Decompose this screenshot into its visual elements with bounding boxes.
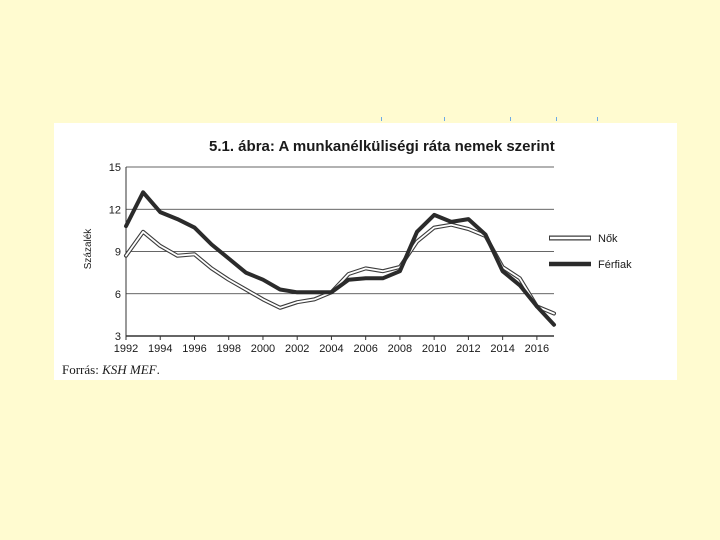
x-tick-label: 2010 [422, 343, 446, 355]
legend-label: Férfiak [598, 259, 632, 271]
legend: Nők Férfiak [549, 233, 632, 271]
y-axis-label: Százalék [83, 228, 94, 270]
source-prefix: Forrás: [62, 362, 99, 377]
x-tick-label: 2002 [285, 343, 309, 355]
y-tick-label: 6 [115, 289, 121, 301]
x-tick-label: 2008 [388, 343, 412, 355]
x-tick-label: 2014 [490, 343, 514, 355]
x-tick-label: 1992 [114, 343, 138, 355]
decor-tick [381, 117, 382, 121]
grid-layer [126, 166, 554, 337]
x-tick-label: 2006 [353, 343, 377, 355]
legend-label: Nők [598, 233, 618, 245]
x-tick-label: 2012 [456, 343, 480, 355]
axis-layer: 3 6 9 12 15 1992 1994 1996 1998 2000 2002 2004 2006 2… [109, 162, 549, 355]
unemployment-chart: 5.1. ábra: A munkanélküliségi ráta nemek… [83, 138, 632, 355]
source-note: Forrás: KSH MEF. [62, 362, 160, 378]
decor-tick [556, 117, 557, 121]
y-tick-label: 3 [115, 331, 121, 343]
x-tick-label: 1998 [216, 343, 240, 355]
x-tick-label: 1994 [148, 343, 172, 355]
decor-tick [597, 117, 598, 121]
x-tick-label: 2004 [319, 343, 343, 355]
x-tick-label: 2000 [251, 343, 275, 355]
y-tick-label: 9 [115, 247, 121, 259]
y-tick-label: 15 [109, 162, 121, 174]
x-tick-label: 2016 [525, 343, 549, 355]
decor-tick [444, 117, 445, 121]
decor-tick [510, 117, 511, 121]
x-tick-label: 1996 [182, 343, 206, 355]
source-name: KSH MEF [102, 362, 157, 377]
series-line-1 [124, 190, 556, 327]
series-layer [124, 190, 556, 327]
source-suffix: . [156, 362, 160, 377]
series-line-0 [125, 223, 555, 315]
series-line-outline-0 [124, 222, 556, 316]
y-tick-label: 12 [109, 204, 121, 216]
chart-title: 5.1. ábra: A munkanélküliségi ráta nemek… [209, 138, 555, 155]
figure-panel: 5.1. ábra: A munkanélküliségi ráta nemek… [54, 123, 677, 380]
